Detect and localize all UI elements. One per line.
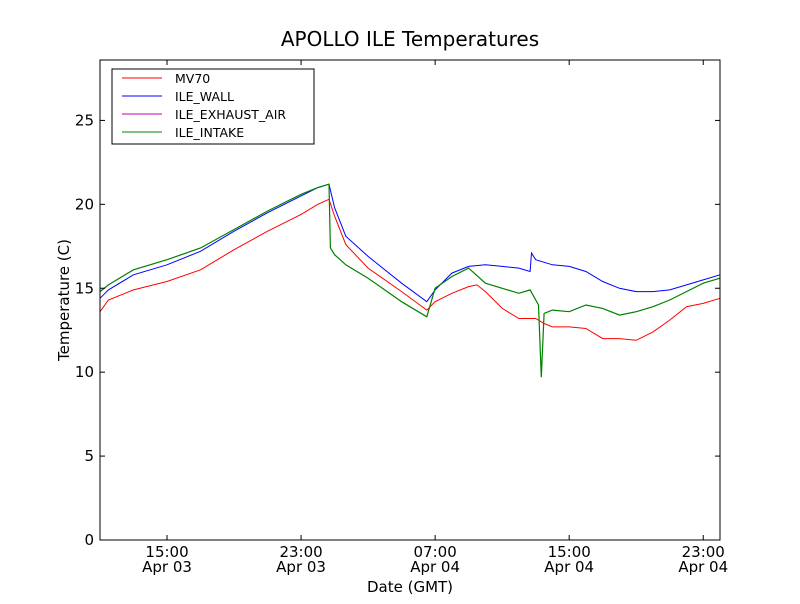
y-tick-label: 10: [75, 363, 94, 381]
x-tick-date-label: Apr 04: [410, 558, 460, 576]
y-tick-label: 5: [84, 447, 94, 465]
x-tick-time-label: 15:00: [548, 543, 591, 561]
series-line-ile-wall: [99, 183, 721, 303]
y-tick-label: 25: [75, 111, 94, 129]
x-tick-time-label: 23:00: [682, 543, 725, 561]
y-tick-label: 20: [75, 195, 94, 213]
x-tick-date-label: Apr 03: [142, 558, 192, 576]
x-tick-date-label: Apr 04: [678, 558, 728, 576]
plot-frame: [99, 59, 721, 541]
y-tick-label: 15: [75, 279, 94, 297]
legend: MV70 ILE_WALL ILE_EXHAUST_AIR ILE_INTAKE: [111, 68, 315, 145]
series-line-mv70: [99, 198, 721, 341]
series-layer: [99, 183, 721, 378]
legend-label: ILE_WALL: [175, 89, 234, 104]
series-line-ile-intake: [99, 183, 721, 378]
legend-label: ILE_EXHAUST_AIR: [175, 107, 286, 122]
x-tick-time-label: 15:00: [145, 543, 188, 561]
y-axis-label: Temperature (C): [55, 239, 73, 362]
legend-label: MV70: [175, 71, 210, 86]
x-tick-date-label: Apr 03: [276, 558, 326, 576]
x-tick-time-label: 07:00: [414, 543, 457, 561]
legend-label: ILE_INTAKE: [175, 125, 244, 140]
y-axis: 0 5 10 15 20 25: [75, 111, 720, 549]
chart-title: APOLLO ILE Temperatures: [281, 27, 539, 51]
x-axis-label: Date (GMT): [367, 578, 453, 596]
x-tick-time-label: 23:00: [279, 543, 322, 561]
y-tick-label: 0: [84, 531, 94, 549]
x-tick-date-label: Apr 04: [544, 558, 594, 576]
